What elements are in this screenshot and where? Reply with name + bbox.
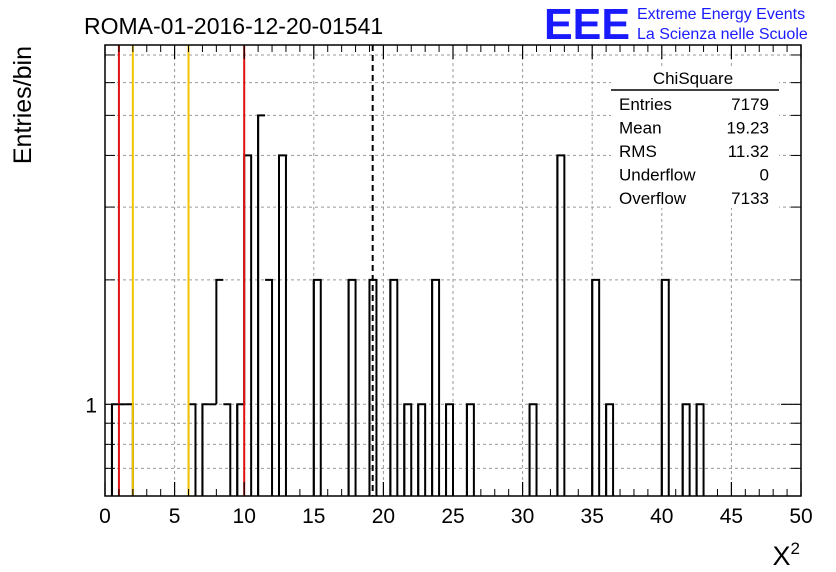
histogram-bin xyxy=(347,278,357,496)
histogram-bin xyxy=(223,403,232,496)
axis-ticks xyxy=(104,45,802,497)
histogram-bin xyxy=(445,403,454,496)
histogram-bin xyxy=(389,278,399,496)
eee-logo: EEE Extreme Energy Events La Scienza nel… xyxy=(544,0,808,49)
histogram-bin xyxy=(265,278,274,496)
histogram-bin xyxy=(528,403,538,496)
stats-row-label: RMS xyxy=(619,142,657,161)
stats-box-title: ChiSquare xyxy=(653,69,733,88)
x-tick-label: 25 xyxy=(441,505,464,528)
stats-row-value: 11.32 xyxy=(728,142,769,161)
stats-row-value: 19.23 xyxy=(726,119,769,138)
histogram-bin xyxy=(403,403,413,496)
x-tick-label: 40 xyxy=(650,505,673,528)
chart-title: ROMA-01-2016-12-20-01541 xyxy=(84,13,383,39)
histogram-bin xyxy=(278,154,287,496)
histogram-bin xyxy=(125,403,134,496)
stats-box: ChiSquare Entries 7179 Mean 19.23 RMS 11.32 Un… xyxy=(611,66,779,208)
stats-row-label: Overflow xyxy=(619,189,687,208)
histogram-bin xyxy=(187,403,197,496)
histogram-bin xyxy=(201,403,210,496)
histogram-bin xyxy=(660,278,670,496)
histogram-bin xyxy=(591,278,601,496)
x-tick-label: 5 xyxy=(169,505,181,528)
x-tick-label: 30 xyxy=(511,505,534,528)
x-axis-label: X2 xyxy=(773,539,800,571)
stats-row-value: 7133 xyxy=(731,189,769,208)
x-axis-label-base: X xyxy=(773,541,791,571)
eee-logo-mark: EEE xyxy=(544,0,630,49)
stats-row-label: Underflow xyxy=(619,166,696,185)
x-tick-label: 15 xyxy=(302,505,325,528)
stats-rows: Entries 7179 Mean 19.23 RMS 11.32 Underflow 0 Ov… xyxy=(619,95,769,208)
x-tick-label: 50 xyxy=(789,505,812,528)
histogram-bin xyxy=(312,278,322,496)
x-tick-label: 10 xyxy=(233,505,256,528)
histogram-bin xyxy=(257,114,266,496)
stats-row-label: Entries xyxy=(619,95,672,114)
histogram-bin xyxy=(243,154,253,496)
histogram-bin xyxy=(431,278,441,496)
y-tick-label: 1 xyxy=(85,394,97,417)
reference-lines xyxy=(117,45,374,496)
histogram-bin xyxy=(605,403,615,496)
stats-row-value: 7179 xyxy=(731,95,769,114)
histogram-bin xyxy=(695,403,705,496)
tick-labels: 0 5 10 15 20 25 30 35 40 45 50 1 xyxy=(85,394,812,528)
histogram-bin xyxy=(236,403,245,496)
histogram-bin xyxy=(110,403,119,496)
x-tick-label: 0 xyxy=(99,505,111,528)
histogram-bin xyxy=(465,403,475,496)
eee-logo-line2: La Scienza nelle Scuole xyxy=(637,26,808,43)
x-tick-label: 45 xyxy=(720,505,743,528)
histogram-bin xyxy=(215,278,224,405)
x-axis-label-superscript: 2 xyxy=(791,539,800,558)
eee-logo-line1: Extreme Energy Events xyxy=(637,6,805,23)
stats-row-label: Mean xyxy=(619,119,662,138)
x-tick-label: 35 xyxy=(581,505,604,528)
y-axis-label: Entries/bin xyxy=(9,46,37,164)
histogram-bin xyxy=(681,403,691,496)
histogram-bin xyxy=(417,403,427,496)
x-tick-label: 20 xyxy=(372,505,395,528)
stats-row-value: 0 xyxy=(760,166,769,185)
histogram-bin xyxy=(556,154,566,496)
